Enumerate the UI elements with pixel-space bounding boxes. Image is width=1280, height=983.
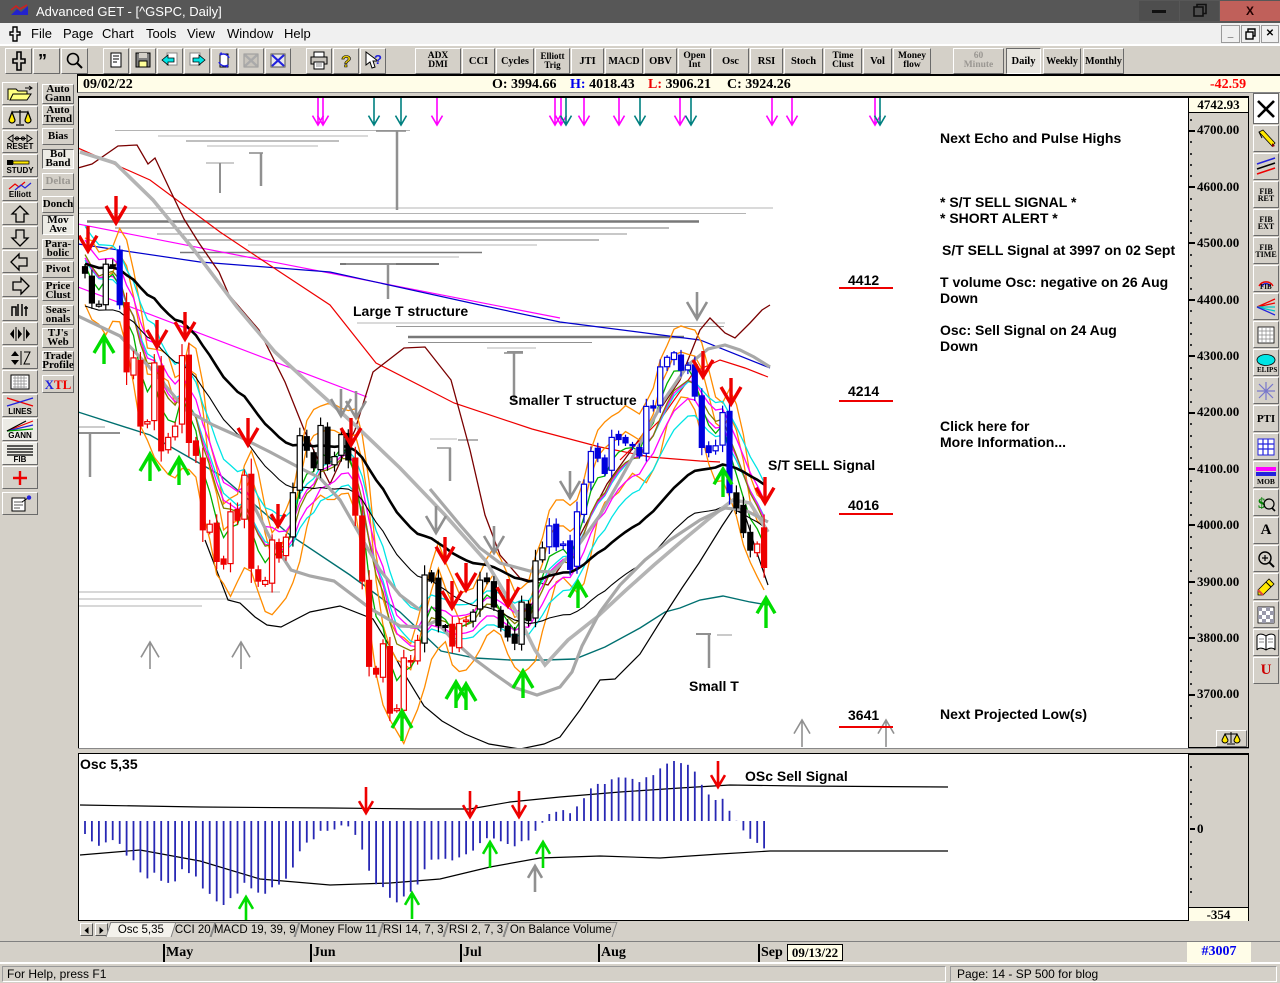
svg-text:Down: Down <box>940 338 978 354</box>
svg-text:MOB: MOB <box>1257 477 1275 486</box>
svg-text:Osc 5,35: Osc 5,35 <box>80 756 138 772</box>
svg-text:More Information...: More Information... <box>940 434 1066 450</box>
svg-text:?: ? <box>341 52 351 71</box>
svg-text:Small T: Small T <box>689 678 739 694</box>
svg-text:S/T SELL Signal at 3997 on 02: S/T SELL Signal at 3997 on 02 Sept <box>942 242 1175 258</box>
svg-text:3641: 3641 <box>848 707 879 723</box>
svg-text:Smaller T structure: Smaller T structure <box>509 392 637 408</box>
svg-text:S/T SELL Signal: S/T SELL Signal <box>768 457 875 473</box>
svg-text:Next Echo and Pulse Highs: Next Echo and Pulse Highs <box>940 130 1121 146</box>
svg-text:?: ? <box>374 52 382 67</box>
svg-text:4016: 4016 <box>848 497 879 513</box>
svg-text:FIB: FIB <box>1260 283 1272 290</box>
svg-text:Click here for: Click here for <box>940 418 1030 434</box>
svg-text:Osc: Sell Signal on 24 Aug: Osc: Sell Signal on 24 Aug <box>940 322 1117 338</box>
svg-text:4412: 4412 <box>848 272 879 288</box>
svg-text:T volume Osc: negative on 26 A: T volume Osc: negative on 26 Aug <box>940 274 1168 290</box>
svg-text:Down: Down <box>940 290 978 306</box>
svg-text:Large T structure: Large T structure <box>353 303 468 319</box>
svg-text:* S/T SELL SIGNAL *: * S/T SELL SIGNAL * <box>940 194 1077 210</box>
svg-text:4214: 4214 <box>848 383 879 399</box>
svg-text:* SHORT ALERT *: * SHORT ALERT * <box>940 210 1058 226</box>
svg-text:”: ” <box>38 51 47 71</box>
svg-text:ELIPS: ELIPS <box>1257 366 1277 374</box>
svg-text:OSc Sell Signal: OSc Sell Signal <box>745 768 848 784</box>
svg-text:Next Projected Low(s): Next Projected Low(s) <box>940 706 1087 722</box>
svg-text:$: $ <box>1258 496 1266 512</box>
